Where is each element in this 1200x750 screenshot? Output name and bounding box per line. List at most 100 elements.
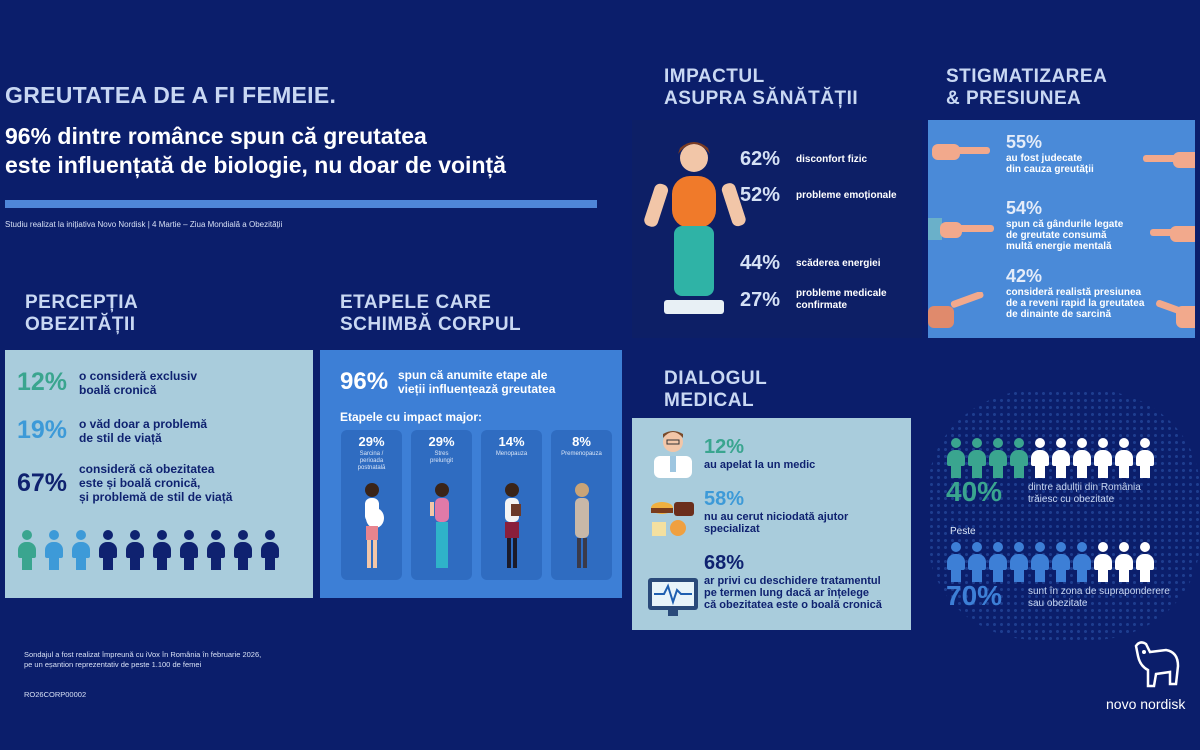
stigma-value: 54% [1006,198,1043,218]
stigma-title-line-2: & PRESIUNEA [946,88,1082,109]
pointing-hand-icon [928,292,984,328]
subtitle-line-1: 96% dintre românce spun că greutatea [5,123,427,149]
monitor-icon [648,578,698,616]
stigma-value: 42% [1006,266,1043,286]
dialog-value: 68% [704,552,745,574]
stage-card: 14% Menopauza [481,430,542,580]
dialog-text: ar privi cu deschidere tratamentul pe ter… [704,575,882,611]
person-icon [946,542,966,582]
impact-text: probleme emoționale [796,189,897,201]
stage-label: Stres prelungit [429,451,453,464]
etapele-impact-label: Etapele cu impact major: [340,410,483,424]
person-icon [1135,542,1155,582]
pointing-hand-icon [1156,299,1195,328]
adults-stat-40: 40% [946,476,1003,507]
stigma-title-line-1: STIGMATIZAREA [946,66,1108,87]
perceptia-text: o consideră exclusiv boală cronică [79,368,198,397]
person-icon [1093,542,1113,582]
person-icon [1030,542,1050,582]
impact-title-line-2: ASUPRA SĂNĂTĂȚII [664,88,859,109]
person-icon [967,542,987,582]
dialog-title-line-2: MEDICAL [664,390,755,411]
adults-people-row-2 [946,542,1156,587]
pregnant-woman-icon [364,483,384,568]
stage-label: Sarcina / perioada postnatală [357,451,386,471]
impact-stat: 62% disconfort fizic [740,148,867,171]
menopause-woman-icon [504,483,521,568]
subtitle-line-2: este influențată de biologie, nu doar de… [5,152,506,178]
person-icon [233,530,253,570]
novo-nordisk-bull-logo [1134,641,1180,688]
stigma-stat: 55% au fost judecate din cauza greutății [1006,132,1094,175]
woman-on-scale-icon [644,142,746,314]
stage-label: Menopauza [495,451,528,457]
adults-dotted-area [928,390,1200,640]
person-icon [125,530,145,570]
impact-stat: 52% probleme emoționale [740,184,897,207]
dialog-title-line-1: DIALOGUL [664,368,768,389]
survey-note: Sondajul a fost realizat împreună cu iVo… [24,650,262,669]
pointing-hand-icon [928,218,994,240]
person-icon [988,542,1008,582]
person-icon [17,530,37,570]
stigma-text: spun că gândurile legate de greutate cons… [1006,219,1124,252]
perceptia-stat-12: 12% o consideră exclusiv boală cronică [17,368,197,397]
doctor-icon [654,431,692,478]
perceptia-title-line-1: PERCEPȚIA [25,292,139,313]
person-icon [1072,438,1092,478]
etapele-value: 96% [340,368,389,395]
perceptia-people-row [17,530,287,575]
premenopause-woman-icon [574,483,589,568]
perceptia-text: o văd doar a problemă de stil de viață [79,416,208,445]
perceptia-value: 67% [17,468,68,497]
perceptia-title: PERCEPȚIA OBEZITĂȚII [25,292,138,336]
person-icon [1093,438,1113,478]
stage-card: 8% Premenopauza [551,430,612,580]
pointing-hand-icon [932,144,990,160]
impact-value: 44% [740,252,781,274]
etapele-title-line-2: SCHIMBĂ CORPUL [340,314,522,335]
dialog-panel: 12% au apelat la un medic 58% nu au ceru… [632,418,911,630]
impact-text: scăderea energiei [796,257,881,269]
main-subtitle: 96% dintre românce spun că greutatea est… [5,122,506,180]
person-icon [988,438,1008,478]
person-icon [1135,438,1155,478]
perceptia-stat-19: 19% o văd doar a problemă de stil de viaț… [17,416,207,445]
stigma-text: consideră realistă presiunea de a reveni … [1006,287,1145,320]
dialog-value: 58% [704,488,745,510]
person-icon [179,530,199,570]
perceptia-title-line-2: OBEZITĂȚII [25,314,136,335]
dialog-text: nu au cerut niciodată ajutor specializat [704,511,849,535]
etapele-title: ETAPELE CARE SCHIMBĂ CORPUL [340,292,521,336]
impact-value: 27% [740,288,781,311]
dialog-stat: 12% au apelat la un medic [704,436,815,471]
person-icon [1051,542,1071,582]
adults-stat-70-text: sunt în zona de supraponderere sau obezit… [1028,586,1170,609]
stage-card: 29% Sarcina / perioada postnatală [341,430,402,580]
impact-text: disconfort fizic [796,153,868,165]
stigma-value: 55% [1006,132,1043,152]
stage-pct: 8% [572,434,591,449]
header-divider [5,200,597,208]
person-icon [946,438,966,478]
perceptia-value: 12% [17,368,68,396]
impact-value: 52% [740,184,781,206]
perceptia-panel: 12% o consideră exclusiv boală cronică 19… [5,350,313,598]
etapele-title-line-1: ETAPELE CARE [340,292,492,313]
impact-stat: 27% probleme medicale confirmate [740,288,887,312]
pointing-hand-icon [1143,152,1195,168]
stage-card: 29% Stres prelungit [411,430,472,580]
food-icon [651,502,694,536]
adults-people-row-1 [946,438,1156,483]
main-title: GREUTATEA DE A FI FEMEIE. [5,82,337,108]
impact-panel: 62% disconfort fizic 52% probleme emoțio… [632,120,922,338]
person-icon [1114,438,1134,478]
perceptia-text: consideră că obezitatea este și boală cro… [79,462,233,504]
impact-title-line-1: IMPACTUL [664,66,765,87]
adults-stat-70: 70% [946,580,1003,611]
person-icon [1009,542,1029,582]
stigma-title: STIGMATIZAREA & PRESIUNEA [946,66,1107,110]
stage-pct: 29% [428,434,455,449]
stigma-panel: 55% au fost judecate din cauza greutății … [928,120,1195,338]
perceptia-value: 19% [17,416,68,444]
